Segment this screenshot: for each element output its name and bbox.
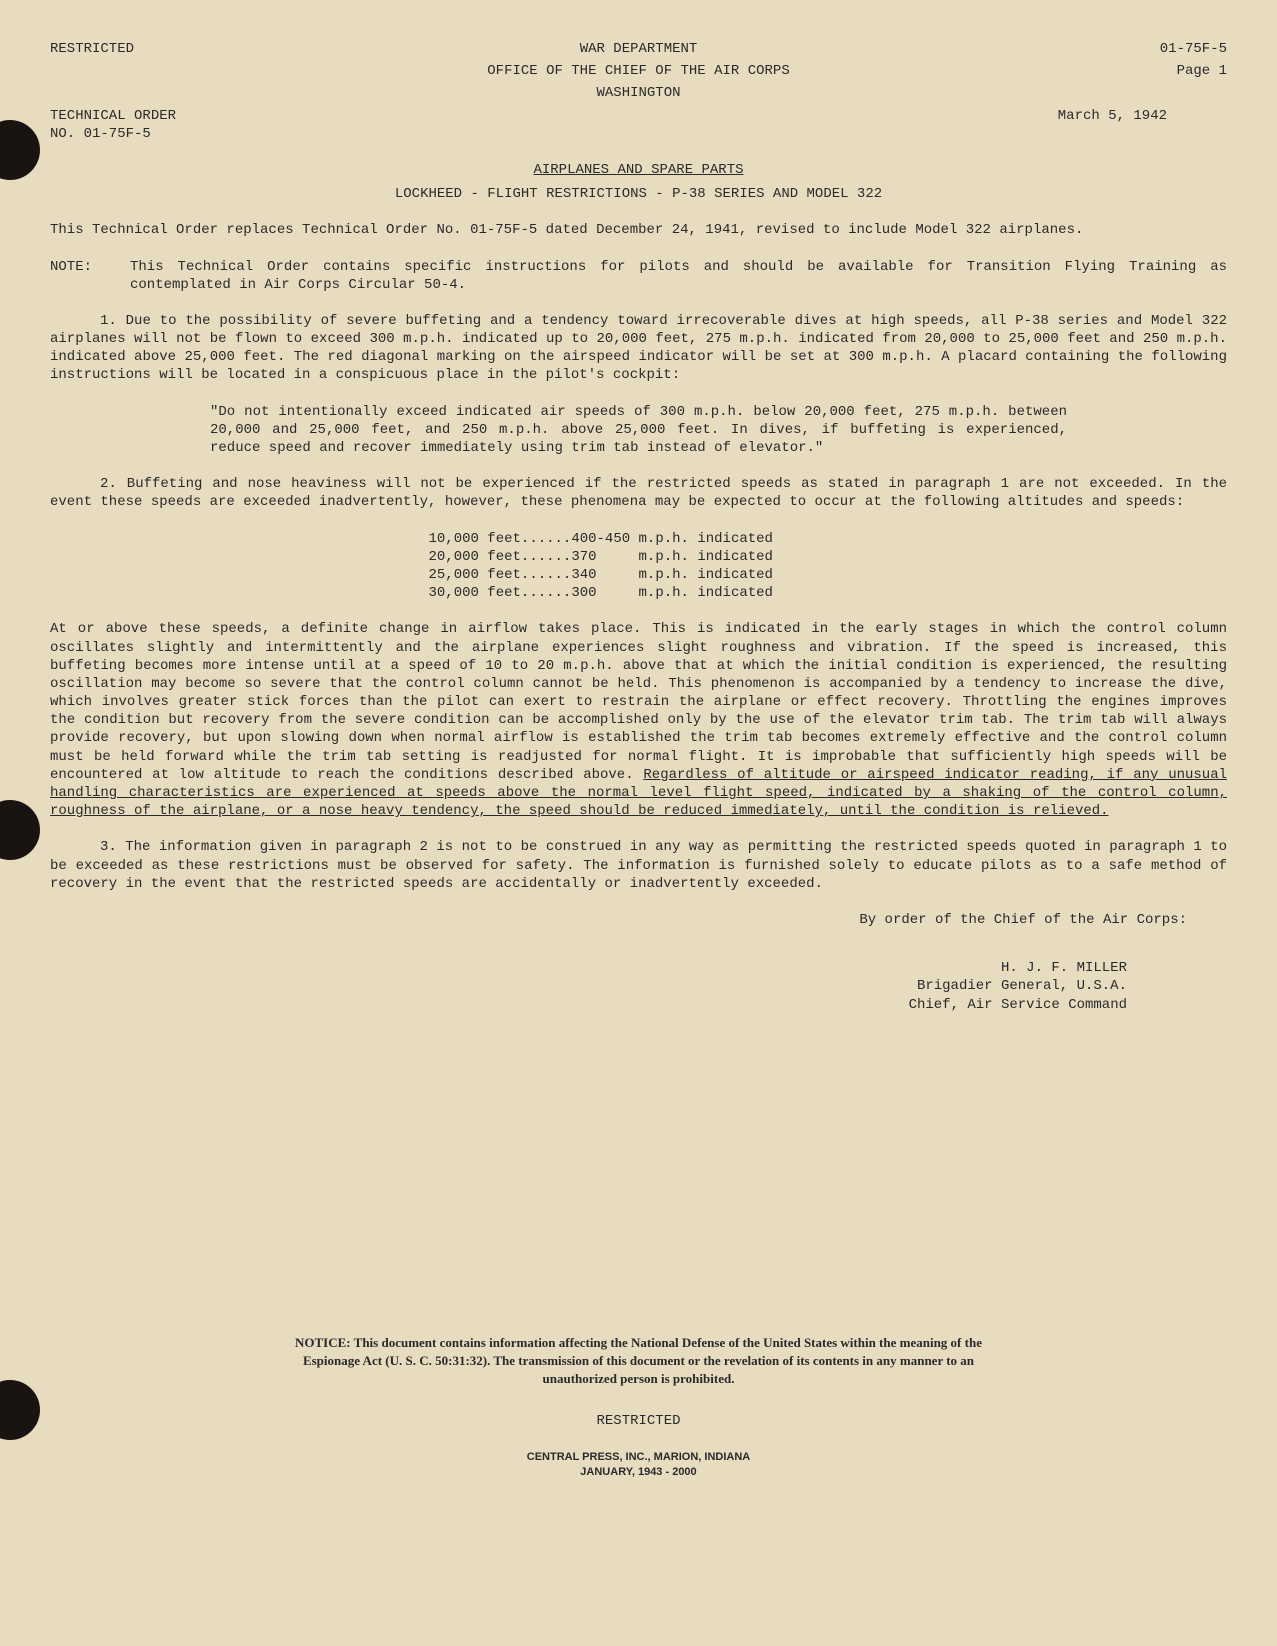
paragraph-1: 1. Due to the possibility of severe buff… [50, 312, 1227, 385]
cockpit-placard-quote: "Do not intentionally exceed indicated a… [210, 403, 1067, 458]
espionage-notice: NOTICE: This document contains informati… [279, 1334, 999, 1389]
note-block: NOTE: This Technical Order contains spec… [50, 258, 1227, 294]
subtitle: LOCKHEED - FLIGHT RESTRICTIONS - P-38 SE… [50, 185, 1227, 203]
main-title: AIRPLANES AND SPARE PARTS [50, 161, 1227, 179]
department-name: WAR DEPARTMENT [250, 40, 1027, 58]
signer-name: H. J. F. MILLER [50, 959, 1127, 977]
order-no: NO. 01-75F-5 [50, 126, 151, 142]
header-row-1: RESTRICTED WAR DEPARTMENT 01-75F-5 [50, 40, 1227, 58]
order-date-row: TECHNICAL ORDER NO. 01-75F-5 March 5, 19… [50, 107, 1227, 143]
notice-label: NOTICE: [295, 1335, 351, 1350]
intro-paragraph: This Technical Order replaces Technical … [50, 221, 1227, 239]
notice-text: This document contains information affec… [303, 1335, 982, 1386]
by-order-line: By order of the Chief of the Air Corps: [50, 911, 1187, 929]
doc-number: 01-75F-5 [1027, 40, 1227, 58]
paragraph-2-body: At or above these speeds, a definite cha… [50, 620, 1227, 820]
location: WASHINGTON [250, 84, 1027, 102]
tech-order-number: TECHNICAL ORDER NO. 01-75F-5 [50, 107, 176, 143]
signature-block: H. J. F. MILLER Brigadier General, U.S.A… [50, 959, 1127, 1014]
paragraph-3: 3. The information given in paragraph 2 … [50, 838, 1227, 893]
header-row-2: OFFICE OF THE CHIEF OF THE AIR CORPS Pag… [50, 62, 1227, 80]
print-date: JANUARY, 1943 - 2000 [50, 1465, 1227, 1479]
classification-top: RESTRICTED [50, 40, 250, 58]
table-row: 10,000 feet......400-450 m.p.h. indicate… [429, 530, 849, 548]
document-page: RESTRICTED WAR DEPARTMENT 01-75F-5 OFFIC… [50, 40, 1227, 1479]
paragraph-2-intro: 2. Buffeting and nose heaviness will not… [50, 475, 1227, 511]
note-text: This Technical Order contains specific i… [130, 258, 1227, 294]
office-name: OFFICE OF THE CHIEF OF THE AIR CORPS [250, 62, 1027, 80]
para2-text: At or above these speeds, a definite cha… [50, 621, 1227, 783]
order-label: TECHNICAL ORDER [50, 108, 176, 124]
signer-rank: Brigadier General, U.S.A. [50, 977, 1127, 995]
printer-info: CENTRAL PRESS, INC., MARION, INDIANA [50, 1450, 1227, 1464]
note-label: NOTE: [50, 258, 130, 294]
table-row: 20,000 feet......370 m.p.h. indicated [429, 548, 849, 566]
table-row: 25,000 feet......340 m.p.h. indicated [429, 566, 849, 584]
classification-bottom: RESTRICTED [50, 1412, 1227, 1430]
header-row-3: WASHINGTON [50, 84, 1227, 102]
signer-title: Chief, Air Service Command [50, 996, 1127, 1014]
altitude-speed-table: 10,000 feet......400-450 m.p.h. indicate… [429, 530, 849, 603]
document-date: March 5, 1942 [1058, 107, 1227, 143]
page-number: Page 1 [1027, 62, 1227, 80]
table-row: 30,000 feet......300 m.p.h. indicated [429, 584, 849, 602]
